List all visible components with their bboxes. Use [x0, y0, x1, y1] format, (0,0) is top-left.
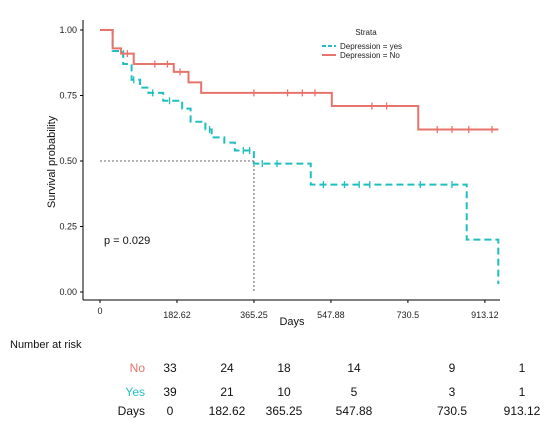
y-tick-label: 0.75 — [59, 91, 77, 101]
risk-cell: 365.25 — [265, 404, 303, 418]
p-value-annotation: p = 0.029 — [104, 235, 150, 247]
survival-curve-no — [100, 29, 499, 131]
risk-cell: 547.88 — [335, 404, 373, 418]
risk-cell: 182.62 — [208, 404, 246, 418]
risk-cell: 1 — [518, 361, 526, 375]
x-axis-title: Days — [279, 316, 305, 328]
risk-cell: 1 — [518, 385, 526, 399]
risk-cell: 14 — [347, 361, 361, 375]
risk-cell: 9 — [448, 361, 456, 375]
risk-cell: 3 — [448, 385, 456, 399]
x-tick-label: 0 — [97, 306, 102, 316]
risk-cell: 5 — [350, 385, 358, 399]
risk-cell: 730.5 — [436, 404, 468, 418]
y-tick-label: 1.00 — [59, 25, 77, 35]
risk-cell: 913.12 — [503, 404, 541, 418]
axes: 0.00 0.25 0.50 0.75 1.00 0 182.62 365.25 547.88 7… — [59, 20, 500, 320]
x-tick-label: 365.25 — [240, 310, 268, 320]
risk-row-label: Days — [117, 404, 145, 418]
survival-curve-yes — [100, 29, 500, 285]
risk-row-yes: Yes 39 21 10 5 3 1 — [0, 385, 550, 401]
risk-cell: 39 — [163, 385, 177, 399]
legend-label-yes: Depression = yes — [340, 42, 402, 51]
risk-row-label: No — [129, 361, 145, 375]
x-tick-label: 913.12 — [471, 310, 499, 320]
risk-table-title: Number at risk — [10, 339, 82, 351]
risk-cell: 24 — [220, 361, 234, 375]
x-tick-label: 547.88 — [317, 310, 345, 320]
legend-label-no: Depression = No — [340, 51, 400, 60]
y-tick-label: 0.00 — [59, 287, 77, 297]
risk-cell: 18 — [277, 361, 291, 375]
x-tick-label: 182.62 — [163, 310, 191, 320]
y-tick-label: 0.50 — [59, 156, 77, 166]
risk-cell: 0 — [166, 404, 174, 418]
x-tick-label: 730.5 — [397, 310, 420, 320]
risk-row-no: No 33 24 18 14 9 1 — [0, 361, 550, 377]
risk-cell: 10 — [277, 385, 291, 399]
y-tick-label: 0.25 — [59, 222, 77, 232]
risk-cell: 21 — [220, 385, 234, 399]
risk-row-days: Days 0 182.62 365.25 547.88 730.5 913.12 — [0, 404, 550, 420]
risk-cell: 33 — [163, 361, 177, 375]
risk-row-label: Yes — [125, 385, 145, 399]
legend-title: Strata — [355, 28, 377, 37]
y-axis-title: Survival probability — [46, 115, 58, 208]
survival-curves — [100, 29, 500, 285]
